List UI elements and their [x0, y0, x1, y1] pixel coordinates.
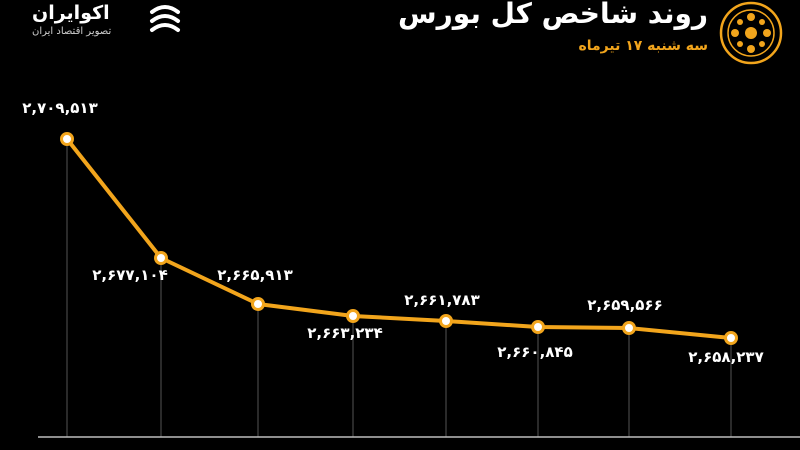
data-label: ۲,۶۶۱,۷۸۳ — [404, 291, 479, 309]
data-label: ۲,۶۷۷,۱۰۴ — [92, 266, 167, 284]
data-point — [346, 309, 360, 323]
chart-title: روند شاخص کل بورس — [398, 0, 708, 30]
data-point — [531, 320, 545, 334]
data-point — [60, 132, 74, 146]
brand-name: اکوایران — [32, 2, 110, 24]
brand-tagline: تصویر اقتصاد ایران — [32, 26, 112, 37]
brand-logo-block: اکوایران تصویر اقتصاد ایران — [18, 2, 188, 42]
data-label: ۲,۶۶۵,۹۱۳ — [217, 266, 292, 284]
data-label: ۲,۶۵۹,۵۶۶ — [587, 296, 662, 314]
data-label: ۲,۷۰۹,۵۱۳ — [22, 99, 97, 117]
data-label: ۲,۶۶۳,۲۳۴ — [307, 324, 382, 342]
data-label: ۲,۶۵۸,۲۳۷ — [688, 348, 763, 366]
data-point — [439, 314, 453, 328]
data-point — [724, 331, 738, 345]
ecoiran-logo-icon — [150, 5, 180, 32]
stock-exchange-emblem-icon — [719, 1, 783, 65]
data-label: ۲,۶۶۰,۸۴۵ — [497, 343, 572, 361]
data-points — [60, 132, 738, 345]
series-line — [65, 137, 733, 340]
data-point — [251, 297, 265, 311]
data-point — [622, 321, 636, 335]
droplines — [66, 139, 732, 437]
chart-subtitle: سه شنبه ۱۷ تیرماه — [578, 38, 708, 54]
data-point — [154, 251, 168, 265]
data-labels: ۲,۷۰۹,۵۱۳ ۲,۶۷۷,۱۰۴ ۲,۶۶۵,۹۱۳ ۲,۶۶۳,۲۳۴ ۲,۶۶… — [22, 99, 763, 366]
